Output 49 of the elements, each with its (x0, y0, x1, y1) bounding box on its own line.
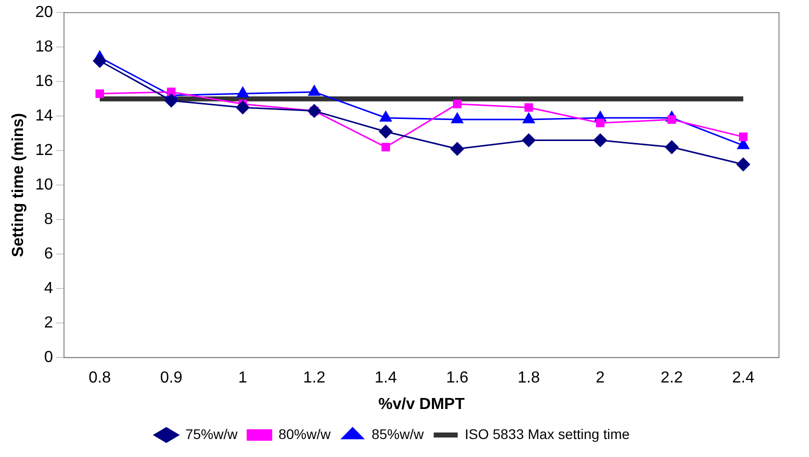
y-tick-label: 4 (44, 280, 54, 298)
y-tick-label: 12 (35, 142, 54, 160)
y-tick-label: 20 (35, 4, 54, 22)
y-tick-label: 14 (35, 108, 54, 125)
y-tick-label: 10 (35, 176, 54, 194)
y-axis-title: Setting time (mins) (10, 113, 28, 258)
point (665, 140, 678, 154)
x-tick-label: 2 (596, 370, 605, 387)
x-tick-label: 0.8 (88, 370, 111, 387)
x-tick-label: 1.4 (374, 370, 397, 387)
x-tick-label: 2.2 (660, 370, 683, 387)
point (522, 134, 536, 147)
point (736, 158, 750, 172)
y-tick-label: 8 (44, 211, 54, 228)
point (95, 89, 104, 98)
point (236, 86, 249, 98)
point (308, 85, 320, 96)
point (236, 100, 250, 114)
point (451, 112, 464, 124)
x-tick-label: 1.6 (446, 370, 468, 387)
legend-label: 85%w/w (372, 426, 425, 442)
y-tick-label: 0 (44, 349, 54, 366)
x-tick-label: 0.9 (160, 370, 182, 387)
point (522, 112, 535, 124)
y-tick-label: 18 (35, 38, 54, 56)
y-tick-label: 2 (44, 314, 54, 332)
point (379, 124, 392, 138)
x-tick-label: 1 (238, 370, 248, 387)
legend-label: ISO 5833 Max setting time (464, 426, 630, 442)
point (596, 118, 605, 128)
y-tick-label: 16 (35, 73, 54, 90)
point (166, 88, 176, 96)
point (380, 111, 392, 122)
point (308, 104, 321, 118)
point (452, 100, 462, 108)
point (381, 142, 390, 152)
x-tick-label: 2.4 (732, 370, 754, 387)
x-tick-label: 1.2 (303, 370, 326, 387)
point (594, 134, 607, 147)
x-axis-title: %v/v DMPT (378, 396, 465, 413)
x-tick-label: 1.8 (518, 370, 540, 387)
point (524, 103, 534, 112)
point (164, 94, 178, 108)
point (92, 54, 106, 68)
point (450, 142, 464, 156)
legend-label: 80%w/w (278, 426, 332, 442)
legend-label: 75%w/w (185, 426, 238, 442)
point (738, 132, 748, 142)
y-tick-label: 6 (44, 246, 54, 263)
